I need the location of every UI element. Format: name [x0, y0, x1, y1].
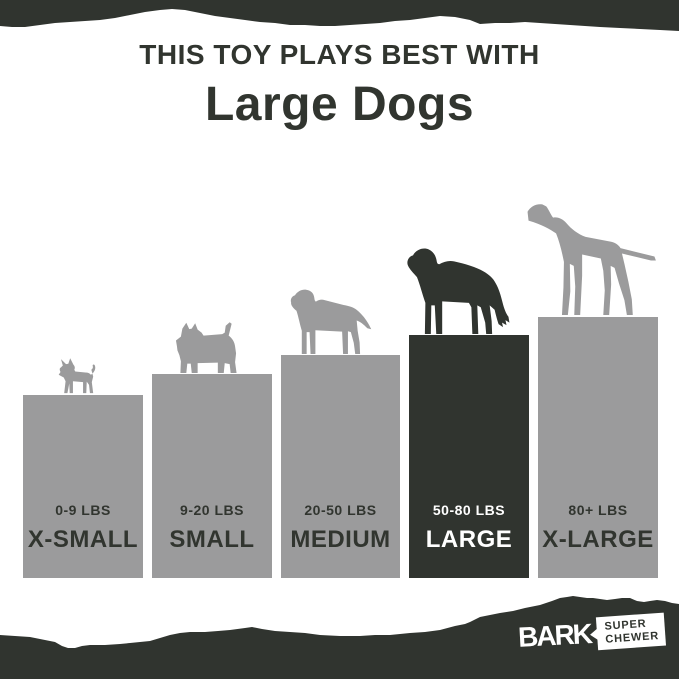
bar-medium: 20-50 LBS MEDIUM — [281, 355, 400, 578]
weight-range-label: 80+ LBS — [568, 502, 628, 518]
bark-wordmark: BARK — [517, 617, 592, 653]
bar-small: 9-20 LBS SMALL — [152, 374, 272, 578]
header-eyebrow: THIS TOY PLAYS BEST WITH — [139, 39, 540, 70]
size-label: X-LARGE — [542, 526, 654, 553]
torn-paper-edge-bottom — [0, 580, 679, 679]
great-dane-silhouette-icon — [520, 197, 660, 322]
bar-labels: 20-50 LBS MEDIUM — [281, 502, 400, 554]
bar-labels: 9-20 LBS SMALL — [152, 502, 272, 554]
size-label: LARGE — [425, 526, 513, 553]
weight-range-label: 50-80 LBS — [432, 502, 506, 518]
header: THIS TOY PLAYS BEST WITH Large Dogs — [0, 39, 679, 132]
size-label: MEDIUM — [290, 526, 391, 553]
chihuahua-silhouette-icon — [55, 357, 101, 400]
bar-labels: 80+ LBS X-LARGE — [538, 502, 658, 554]
super-chewer-badge: SUPER CHEWER — [595, 612, 666, 651]
bar-labels: 50-80 LBS LARGE — [409, 502, 529, 554]
terrier-silhouette-icon — [174, 319, 240, 379]
bar-x-small: 0-9 LBS X-SMALL — [23, 395, 143, 578]
bar-x-large: 80+ LBS X-LARGE — [538, 317, 658, 578]
size-label: X-SMALL — [27, 526, 139, 553]
page-title: Large Dogs — [204, 77, 475, 131]
weight-range-label: 9-20 LBS — [180, 502, 244, 518]
bar-large-highlighted: 50-80 LBS LARGE — [409, 335, 529, 578]
labrador-silhouette-icon — [286, 287, 372, 360]
torn-paper-edge-top — [0, 0, 679, 36]
weight-range-label: 0-9 LBS — [55, 502, 111, 518]
weight-range-label: 20-50 LBS — [304, 502, 377, 518]
golden-retriever-silhouette-icon — [402, 245, 517, 340]
size-label: SMALL — [169, 526, 255, 553]
bar-labels: 0-9 LBS X-SMALL — [23, 502, 143, 554]
